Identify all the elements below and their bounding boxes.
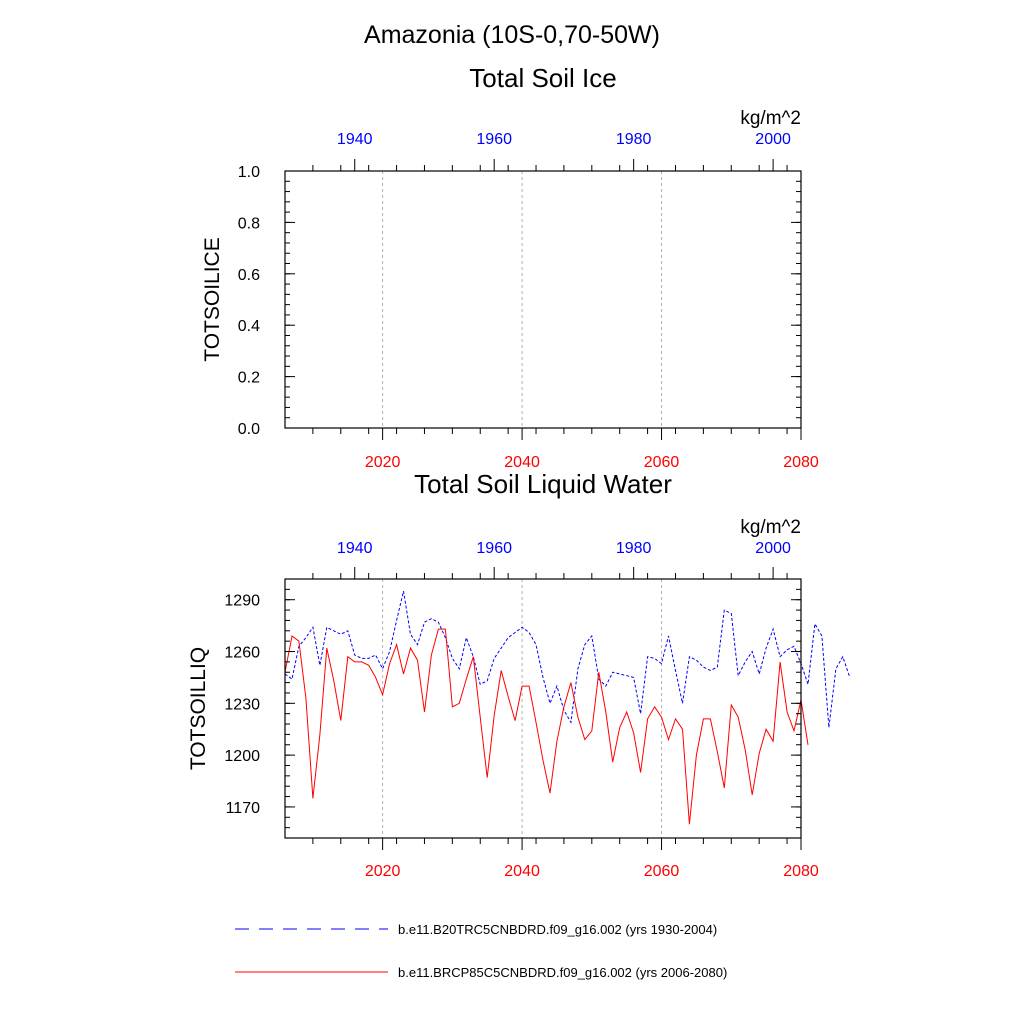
- units-label: kg/m^2: [740, 517, 801, 538]
- legend-label-2: b.e11.BRCP85C5CNBDRD.f09_g16.002 (yrs 20…: [398, 965, 727, 980]
- x-top-tick-label: 2000: [755, 540, 791, 557]
- units-label: kg/m^2: [740, 108, 801, 129]
- x-bottom-tick-label: 2020: [365, 454, 401, 471]
- plot-frame: [284, 578, 802, 839]
- x-bottom-tick-label: 2080: [783, 454, 819, 471]
- y-tick-label: 0.8: [238, 215, 260, 232]
- x-top-tick-label: 1960: [476, 131, 512, 148]
- y-tick-label: 1230: [224, 696, 260, 713]
- y-tick-label: 0.4: [238, 318, 260, 335]
- y-axis-label: TOTSOILICE: [201, 237, 224, 361]
- x-bottom-tick-label: 2040: [504, 454, 540, 471]
- x-bottom-tick-label: 2020: [365, 863, 401, 880]
- page-title: Amazonia (10S-0,70-50W): [364, 21, 660, 49]
- x-top-tick-label: 2000: [755, 131, 791, 148]
- x-top-tick-label: 1980: [616, 540, 652, 557]
- y-tick-label: 1.0: [238, 164, 260, 181]
- legend: b.e11.B20TRC5CNBDRD.f09_g16.002 (yrs 193…: [235, 922, 727, 980]
- y-tick-label: 0.6: [238, 267, 260, 284]
- x-top-tick-label: 1940: [337, 131, 373, 148]
- soil-ice-panel: Total Soil Ice kg/m^2 0.0 0.2 0.4 0.6 0.8 1.0 20…: [201, 63, 819, 471]
- soil-liquid-panel: Total Soil Liquid Water kg/m^2 1170 1200 123…: [187, 469, 851, 880]
- panel-title: Total Soil Ice: [469, 63, 616, 93]
- y-tick-label: 0.0: [238, 421, 260, 438]
- panel-title: Total Soil Liquid Water: [414, 469, 672, 499]
- x-top-tick-label: 1980: [616, 131, 652, 148]
- x-bottom-tick-label: 2040: [504, 863, 540, 880]
- legend-label-1: b.e11.B20TRC5CNBDRD.f09_g16.002 (yrs 193…: [398, 922, 717, 937]
- y-tick-label: 1260: [224, 645, 260, 662]
- x-top-tick-label: 1940: [337, 540, 373, 557]
- x-bottom-tick-label: 2060: [644, 863, 680, 880]
- y-axis-label: TOTSOILLIQ: [187, 647, 210, 770]
- plot-frame: [284, 170, 802, 429]
- y-tick-label: 0.2: [238, 370, 260, 387]
- x-bottom-tick-label: 2080: [783, 863, 819, 880]
- y-tick-label: 1170: [226, 800, 261, 817]
- historical-series-line: [284, 590, 851, 728]
- x-top-tick-label: 1960: [476, 540, 512, 557]
- y-tick-label: 1200: [224, 748, 260, 765]
- future-series-line: [284, 628, 809, 825]
- y-tick-label: 1290: [224, 593, 260, 610]
- x-bottom-tick-label: 2060: [644, 454, 680, 471]
